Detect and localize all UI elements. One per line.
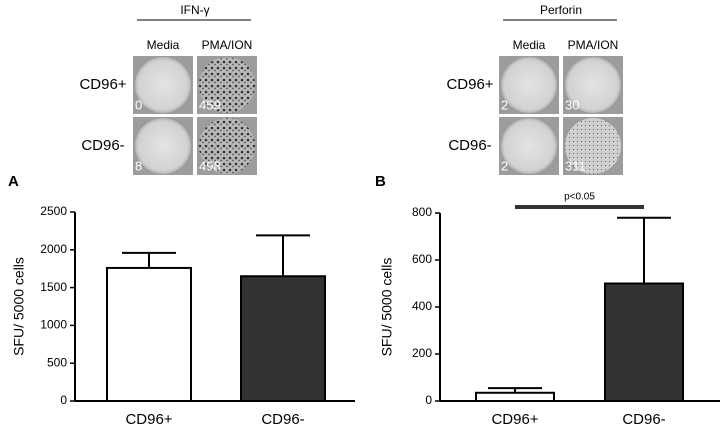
well <box>135 57 191 113</box>
bar <box>106 266 192 402</box>
spot-count: 2 <box>501 97 508 112</box>
y-axis-label: SFU/ 5000 cells <box>379 258 395 357</box>
y-tick-label: 600 <box>412 252 432 266</box>
x-tick-label: CD96+ <box>125 411 172 428</box>
spot-count: 2 <box>501 158 508 173</box>
bar <box>240 275 326 403</box>
y-tick-label: 800 <box>412 205 432 219</box>
spot-count: 8 <box>135 158 142 173</box>
row-label: CD96- <box>81 137 124 154</box>
y-tick-label: 200 <box>412 346 432 360</box>
bar <box>475 391 555 402</box>
row-label: CD96- <box>448 137 491 154</box>
well <box>501 118 557 174</box>
panel-title: Perforin <box>540 3 582 17</box>
panel-title: IFN-γ <box>180 3 209 17</box>
well <box>565 57 621 113</box>
x-tick-label: CD96- <box>622 411 665 428</box>
x-tick-label: CD96+ <box>491 411 538 428</box>
y-axis-label: SFU/ 5000 cells <box>11 257 27 356</box>
column-label: Media <box>513 38 546 52</box>
y-tick-label: 1500 <box>40 280 67 294</box>
row-label: CD96+ <box>446 76 493 93</box>
row-label: CD96+ <box>79 76 126 93</box>
y-tick-label: 2000 <box>40 242 67 256</box>
well <box>565 118 621 174</box>
well <box>199 118 255 174</box>
panel-label: B <box>375 173 386 190</box>
bar <box>604 282 684 402</box>
well <box>199 57 255 113</box>
column-label: Media <box>147 38 180 52</box>
y-tick-label: 500 <box>47 355 67 369</box>
column-label: PMA/ION <box>568 38 619 52</box>
y-tick-label: 400 <box>412 299 432 313</box>
y-tick-label: 0 <box>425 393 432 407</box>
y-tick-label: 2500 <box>40 204 67 218</box>
spot-count: 30 <box>565 97 579 112</box>
spot-count: 311 <box>565 158 586 173</box>
significance-label: p<0.05 <box>564 192 595 203</box>
column-label: PMA/ION <box>202 38 253 52</box>
panel-label: A <box>8 173 19 190</box>
well <box>135 118 191 174</box>
y-tick-label: 1000 <box>40 318 67 332</box>
y-tick-label: 0 <box>60 393 67 407</box>
spot-count: 459 <box>199 97 221 112</box>
well <box>501 57 557 113</box>
x-tick-label: CD96- <box>261 411 304 428</box>
spot-count: 498 <box>199 158 221 173</box>
spot-count: 0 <box>135 97 142 112</box>
